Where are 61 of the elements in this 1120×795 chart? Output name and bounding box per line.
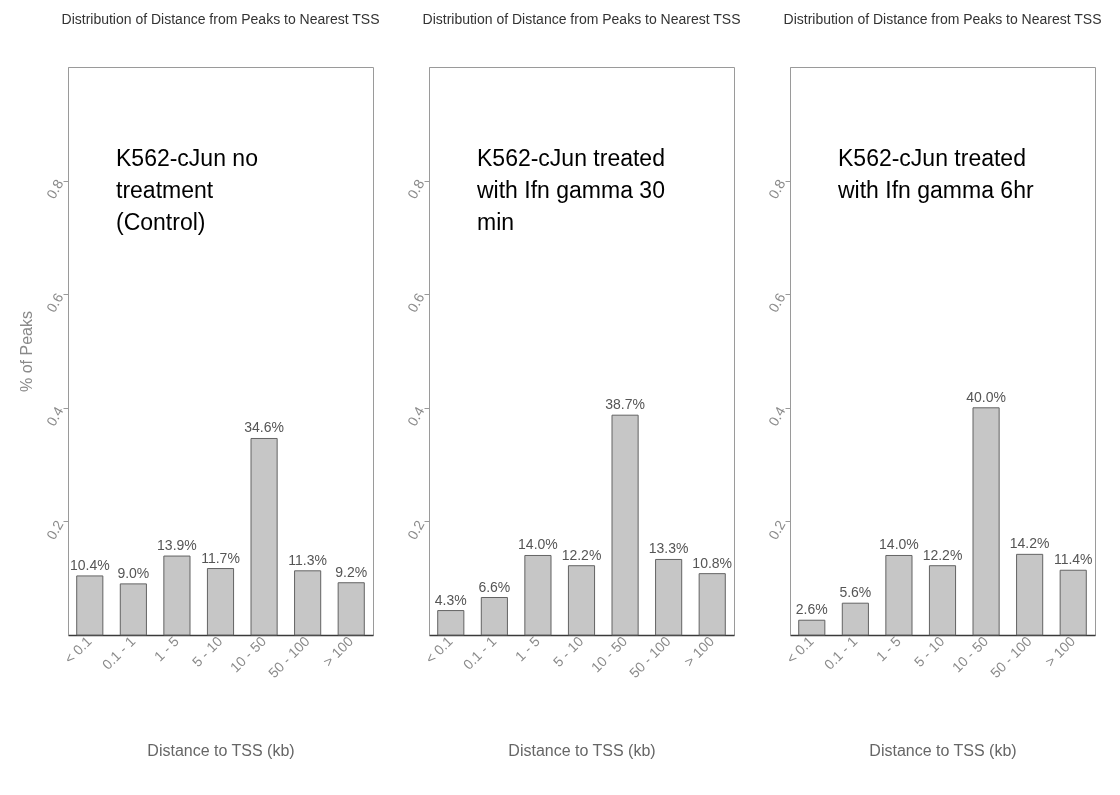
- y-tick-label: 0.6: [403, 290, 428, 316]
- y-tick-label: 0.2: [764, 517, 789, 543]
- data-label: 6.6%: [478, 578, 511, 595]
- x-tick-label: 0.1 - 1: [459, 632, 500, 673]
- x-tick-label: 50 - 100: [264, 632, 313, 681]
- data-label: 10.8%: [692, 554, 733, 571]
- data-label: 13.3%: [648, 540, 689, 557]
- y-tick-label: 0.6: [42, 290, 67, 316]
- y-tick-label: 0.8: [42, 176, 67, 202]
- x-tick-label: > 100: [319, 632, 357, 670]
- y-tick-label: 0.2: [403, 517, 428, 543]
- x-tick-label: < 0.1: [61, 632, 95, 667]
- x-tick-label: 1 - 5: [872, 632, 905, 665]
- y-tick-label: 0.4: [42, 403, 67, 429]
- x-axis-title: Distance to TSS (kb): [147, 741, 295, 759]
- data-label: 11.3%: [288, 551, 327, 568]
- y-tick-label: 0.2: [42, 517, 67, 543]
- data-label: 12.2%: [561, 546, 602, 563]
- x-tick-label: 1 - 5: [511, 632, 544, 665]
- data-label: 13.9%: [157, 537, 197, 554]
- annotation: K562-cJun treated with Ifn gamma 6hr: [837, 145, 1034, 203]
- y-tick-label: 0.4: [403, 403, 428, 429]
- data-label: 14.2%: [1009, 535, 1050, 552]
- x-tick-label: 5 - 10: [549, 632, 587, 670]
- chart-title: Distribution of Distance from Peaks to Nearest TSS: [783, 11, 1102, 27]
- annotation: K562-cJun treated with Ifn gamma 30 min: [476, 145, 665, 235]
- x-axis-title: Distance to TSS (kb): [508, 741, 656, 759]
- y-tick-label: 0.8: [764, 176, 789, 202]
- chart-title: Distribution of Distance from Peaks to Nearest TSS: [61, 11, 380, 27]
- x-tick-label: 1 - 5: [150, 632, 183, 665]
- data-label: 14.0%: [518, 536, 558, 553]
- y-tick-label: 0.8: [403, 176, 428, 202]
- data-label: 4.3%: [434, 591, 467, 608]
- chart-title: Distribution of Distance from Peaks to Nearest TSS: [422, 11, 741, 27]
- y-tick-label: 0.6: [764, 290, 789, 316]
- x-tick-label: < 0.1: [783, 632, 817, 667]
- data-label: 9.2%: [335, 563, 368, 580]
- data-label: 5.6%: [839, 584, 872, 601]
- data-label: 9.0%: [117, 564, 150, 581]
- y-axis-title: % of Peaks: [17, 311, 35, 392]
- data-label: 12.2%: [922, 546, 963, 563]
- data-label: 11.4%: [1053, 551, 1093, 568]
- data-label: 40.0%: [966, 388, 1006, 405]
- data-label: 34.6%: [244, 419, 284, 436]
- x-axis-title: Distance to TSS (kb): [869, 741, 1017, 759]
- x-tick-label: 5 - 10: [910, 632, 948, 670]
- x-tick-label: 50 - 100: [986, 632, 1035, 681]
- x-tick-label: 0.1 - 1: [98, 632, 139, 673]
- data-label: 14.0%: [879, 536, 919, 553]
- data-label: 38.7%: [605, 396, 645, 413]
- x-tick-label: < 0.1: [422, 632, 456, 667]
- x-tick-label: 50 - 100: [625, 632, 674, 681]
- x-tick-label: 5 - 10: [188, 632, 226, 670]
- y-tick-label: 0.4: [764, 403, 789, 429]
- annotation: K562-cJun no treatment (Control): [116, 145, 258, 235]
- x-tick-label: > 100: [1041, 632, 1079, 670]
- x-tick-label: 0.1 - 1: [820, 632, 861, 673]
- data-label: 10.4%: [69, 556, 110, 573]
- data-label: 2.6%: [795, 601, 828, 618]
- data-label: 11.7%: [201, 549, 240, 566]
- x-tick-label: > 100: [680, 632, 718, 670]
